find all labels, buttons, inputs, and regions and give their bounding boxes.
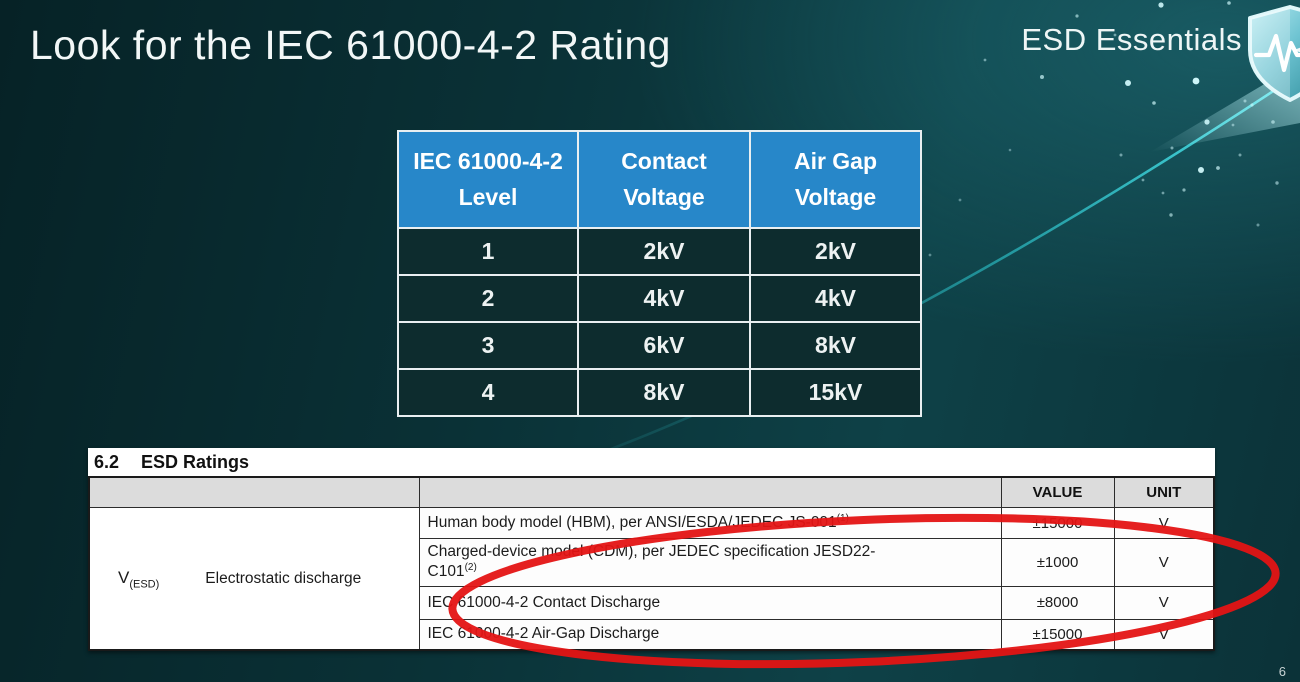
- datasheet-excerpt: 6.2 ESD Ratings VALUE UNIT V(ESD) Electro…: [88, 448, 1215, 652]
- header-line: Contact: [621, 147, 707, 174]
- unit-cell: V: [1113, 618, 1215, 651]
- page-title: Look for the IEC 61000-4-2 Rating: [30, 22, 671, 68]
- header-line: IEC 61000-4-2: [413, 147, 563, 174]
- level-cell: 2: [397, 274, 579, 323]
- symbol-parameter-cell: V(ESD) Electrostatic discharge: [88, 507, 420, 651]
- table-row: 4 8kV 15kV: [397, 368, 922, 417]
- empty-header-cell: [418, 476, 1002, 508]
- value-cell: ±15000: [1000, 618, 1115, 651]
- contact-voltage-cell: 2kV: [577, 227, 751, 276]
- unit-cell: V: [1113, 507, 1215, 539]
- airgap-voltage-cell: 2kV: [749, 227, 922, 276]
- header-line: Air Gap: [793, 147, 878, 174]
- test-condition-cell: Charged-device model (CDM), per JEDEC sp…: [418, 538, 1002, 587]
- section-number: 6.2: [94, 452, 120, 472]
- test-condition-cell: IEC 61000-4-2 Air-Gap Discharge: [418, 618, 1002, 651]
- datasheet-section-heading: 6.2 ESD Ratings: [88, 448, 1215, 476]
- table-row: V(ESD) Electrostatic discharge Human body…: [88, 507, 1215, 651]
- airgap-voltage-cell: 8kV: [749, 321, 922, 370]
- unit-header: UNIT: [1113, 476, 1215, 508]
- header-line: Voltage: [623, 183, 705, 210]
- table-row: 3 6kV 8kV: [397, 321, 922, 370]
- levels-header-row: IEC 61000-4-2 Level Contact Voltage Air …: [397, 130, 922, 229]
- unit-cell: V: [1113, 538, 1215, 587]
- levels-col-contact: Contact Voltage: [577, 130, 751, 229]
- empty-header-cell: [88, 476, 420, 508]
- test-condition-cell: IEC 61000-4-2 Contact Discharge: [418, 585, 1002, 620]
- value-header: VALUE: [1000, 476, 1115, 508]
- level-cell: 4: [397, 368, 579, 417]
- levels-col-airgap: Air Gap Voltage: [749, 130, 922, 229]
- contact-voltage-cell: 6kV: [577, 321, 751, 370]
- levels-col-level: IEC 61000-4-2 Level: [397, 130, 579, 229]
- brand-name: ESD Essentials: [1021, 22, 1242, 57]
- table-row: 1 2kV 2kV: [397, 227, 922, 276]
- parameter-name: Electrostatic discharge: [205, 569, 362, 587]
- esd-ratings-table: VALUE UNIT V(ESD) Electrostatic discharge…: [88, 476, 1215, 652]
- iec-levels-table: IEC 61000-4-2 Level Contact Voltage Air …: [397, 130, 922, 417]
- header-line: Level: [458, 183, 518, 210]
- shield-pulse-icon: [1248, 5, 1300, 102]
- airgap-voltage-cell: 4kV: [749, 274, 922, 323]
- brand: ESD Essentials: [1021, 16, 1242, 58]
- table-row: 2 4kV 4kV: [397, 274, 922, 323]
- airgap-voltage-cell: 15kV: [749, 368, 922, 417]
- value-cell: ±15000: [1000, 507, 1115, 539]
- value-cell: ±1000: [1000, 538, 1115, 587]
- section-title: ESD Ratings: [141, 452, 250, 472]
- test-condition-cell: Human body model (HBM), per ANSI/ESDA/JE…: [418, 507, 1002, 539]
- contact-voltage-cell: 4kV: [577, 274, 751, 323]
- header-line: Voltage: [794, 183, 877, 210]
- contact-voltage-cell: 8kV: [577, 368, 751, 417]
- level-cell: 3: [397, 321, 579, 370]
- symbol: V(ESD): [118, 567, 160, 590]
- unit-cell: V: [1113, 585, 1215, 620]
- level-cell: 1: [397, 227, 579, 276]
- ratings-header-row: VALUE UNIT: [88, 476, 1215, 508]
- page-number: 6: [1278, 664, 1286, 679]
- value-cell: ±8000: [1000, 585, 1115, 620]
